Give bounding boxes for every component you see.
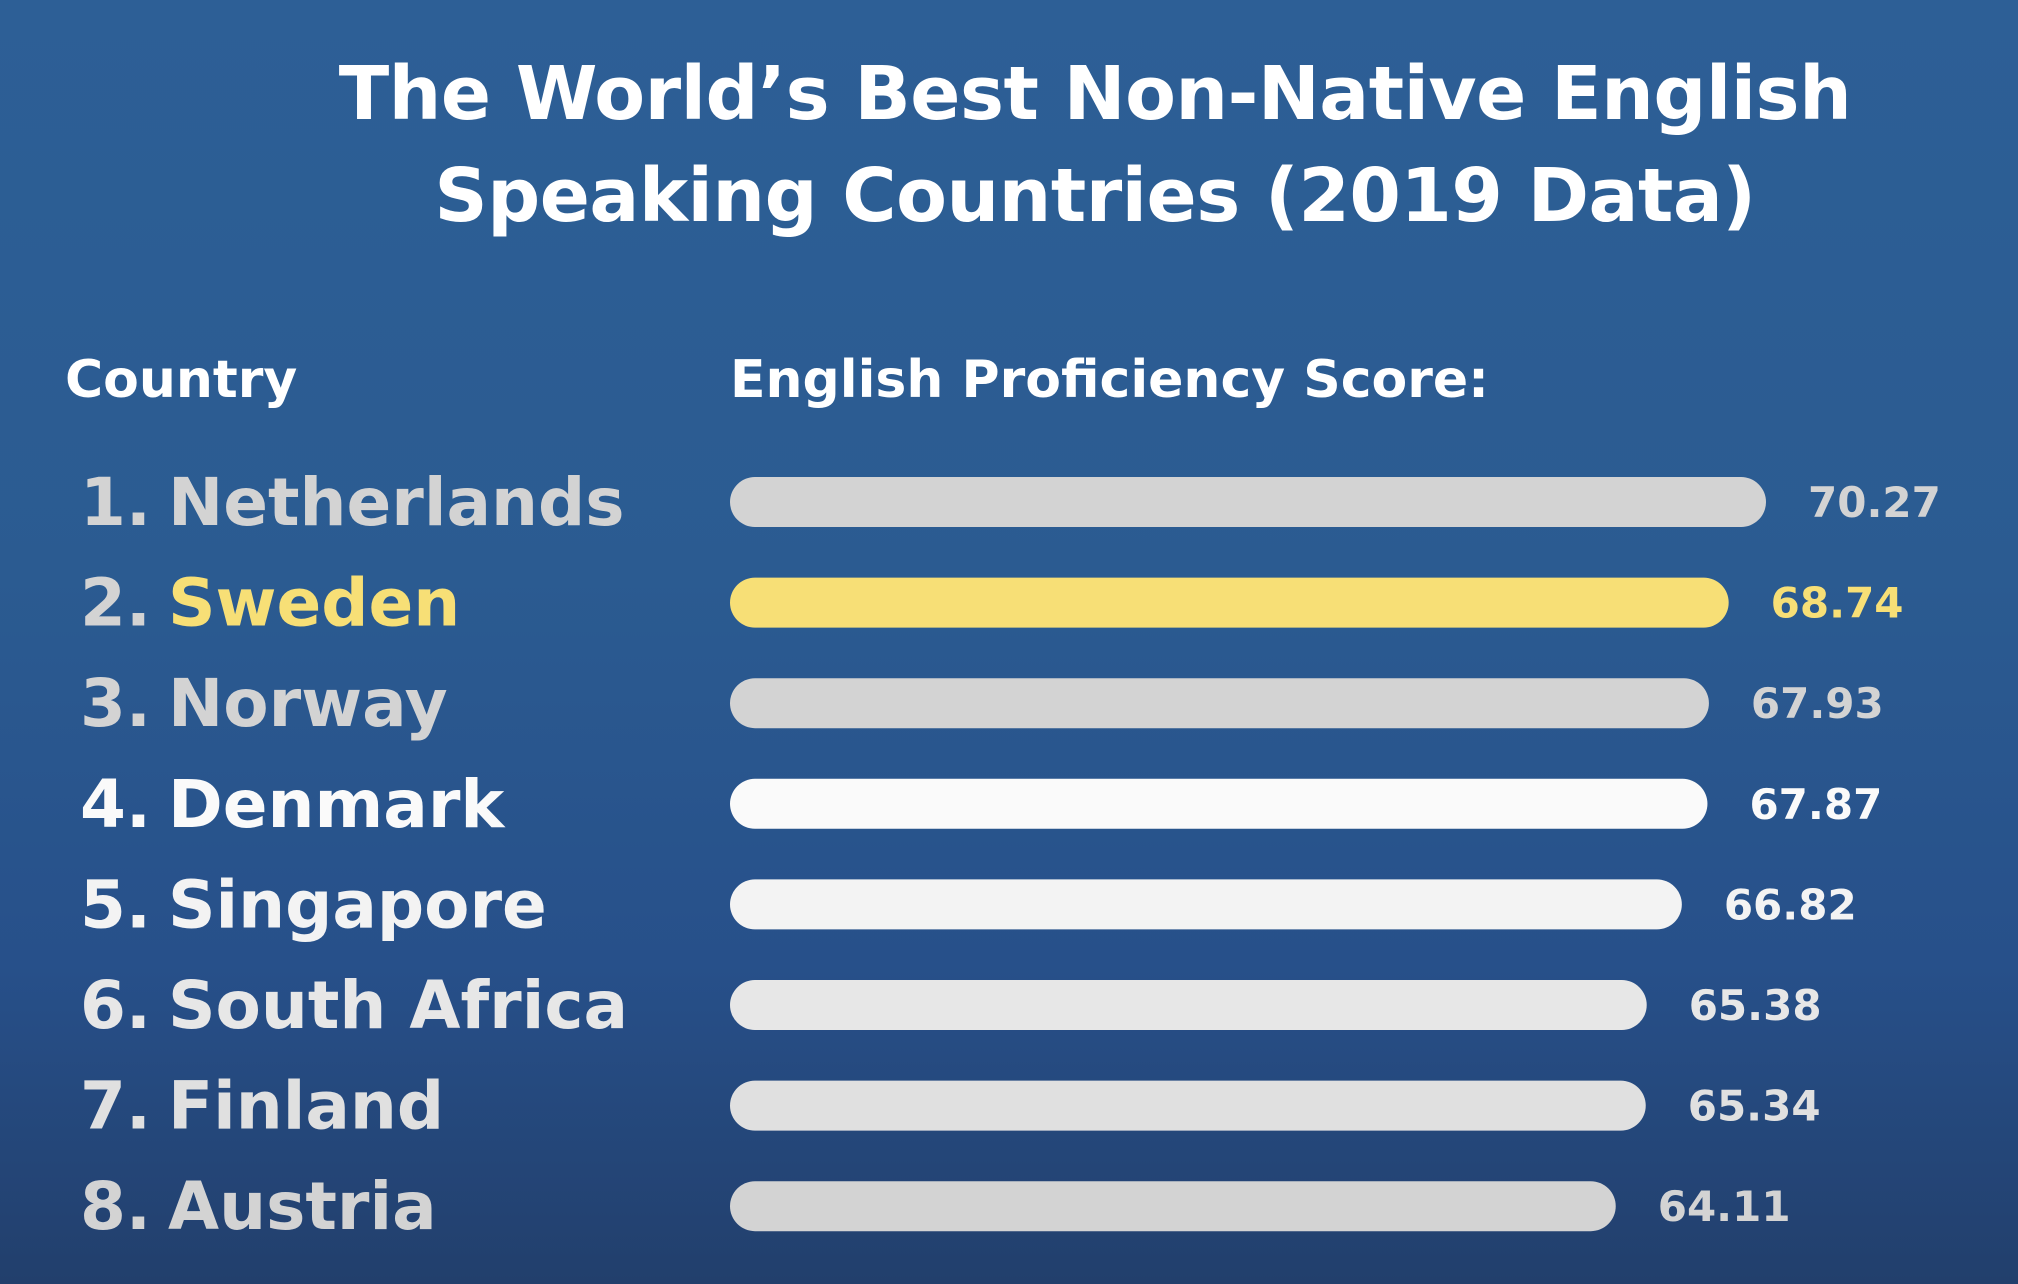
bar-singapore — [730, 879, 1682, 930]
bar-norway — [730, 678, 1709, 729]
country-label-netherlands: Netherlands — [168, 464, 625, 541]
bar-south-africa — [730, 980, 1647, 1030]
bar-netherlands — [730, 477, 1766, 527]
rank-label: 6. — [80, 967, 151, 1044]
country-column-header: Country — [65, 350, 298, 410]
value-label: 65.34 — [1688, 1082, 1821, 1131]
rank-label: 4. — [80, 766, 151, 843]
country-label-south-africa: South Africa — [168, 967, 628, 1044]
country-label-sweden: Sweden — [168, 565, 460, 642]
rank-label: 2. — [80, 565, 151, 642]
bar-finland — [730, 1080, 1646, 1131]
value-label: 70.27 — [1808, 478, 1941, 527]
value-label: 66.82 — [1724, 880, 1857, 929]
country-label-austria: Austria — [168, 1168, 437, 1245]
score-column-header: English Proficiency Score: — [730, 350, 1489, 410]
value-label: 64.11 — [1658, 1182, 1791, 1231]
value-label: 67.93 — [1751, 679, 1884, 728]
country-label-finland: Finland — [168, 1068, 444, 1145]
rank-label: 7. — [80, 1068, 151, 1145]
bar-austria — [730, 1181, 1616, 1232]
country-label-denmark: Denmark — [168, 766, 506, 843]
bar-sweden — [730, 577, 1729, 628]
value-label: 68.74 — [1771, 579, 1904, 628]
country-label-singapore: Singapore — [168, 866, 547, 943]
bar-denmark — [730, 778, 1708, 829]
rank-label: 5. — [80, 866, 151, 943]
value-label: 67.87 — [1749, 780, 1882, 829]
chart-title-line-1: The World’s Best Non-Native English — [338, 51, 1852, 137]
rank-label: 1. — [80, 464, 151, 541]
rank-label: 8. — [80, 1168, 151, 1245]
value-label: 65.38 — [1689, 981, 1822, 1030]
country-label-norway: Norway — [168, 665, 448, 742]
rank-label: 3. — [80, 665, 151, 742]
chart-title-line-2: Speaking Countries (2019 Data) — [434, 153, 1756, 239]
